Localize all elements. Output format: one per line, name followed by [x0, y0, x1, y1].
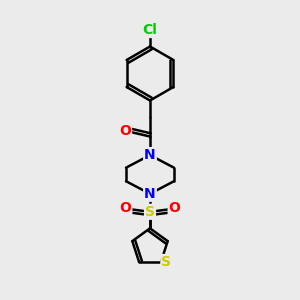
Text: N: N	[144, 187, 156, 201]
Text: O: O	[119, 201, 131, 215]
Text: Cl: Cl	[142, 23, 158, 37]
Text: N: N	[144, 148, 156, 162]
Text: O: O	[169, 201, 181, 215]
Text: S: S	[161, 255, 171, 269]
Text: S: S	[145, 205, 155, 219]
Text: O: O	[119, 124, 131, 137]
